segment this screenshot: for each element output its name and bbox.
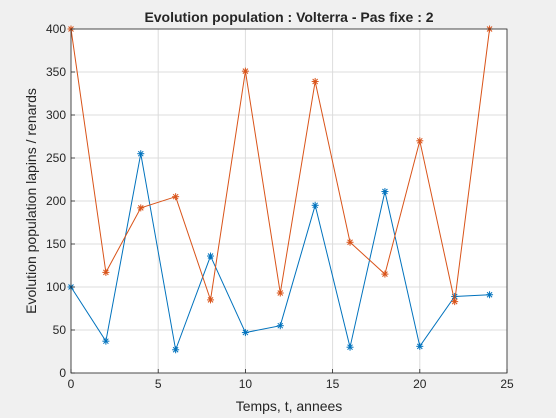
- y-tick-label: 0: [59, 366, 66, 380]
- series-1-point: [276, 322, 284, 330]
- series-2-point: [172, 193, 180, 201]
- series-2-point: [451, 298, 459, 306]
- series-1-point: [416, 342, 424, 350]
- y-tick-label: 100: [46, 280, 66, 294]
- y-axis-label: Evolution population lapins / renards: [23, 88, 39, 314]
- x-tick-label: 0: [68, 377, 75, 391]
- series-1-point: [381, 188, 389, 196]
- y-tick-label: 50: [53, 323, 67, 337]
- x-tick-label: 25: [500, 377, 514, 391]
- y-tick-label: 250: [46, 151, 66, 165]
- x-axis-label: Temps, t, annees: [236, 398, 343, 414]
- y-tick-label: 350: [46, 65, 66, 79]
- series-2-point: [137, 204, 145, 212]
- series-2-point: [381, 270, 389, 278]
- x-tick-label: 5: [155, 377, 162, 391]
- series-1-point: [241, 329, 249, 337]
- series-1-point: [207, 252, 215, 260]
- series-2-point: [241, 67, 249, 75]
- series-2-point: [276, 289, 284, 297]
- series-1-point: [102, 337, 110, 345]
- series-1-point: [311, 201, 319, 209]
- x-tick-label: 20: [413, 377, 427, 391]
- series-1-point: [346, 343, 354, 351]
- series-2-point: [416, 137, 424, 145]
- series-1: [67, 150, 494, 354]
- series-1-point: [486, 291, 494, 299]
- series-2-point: [102, 268, 110, 276]
- series-1-point: [137, 150, 145, 158]
- series-2-point: [311, 77, 319, 85]
- series-1-point: [172, 346, 180, 354]
- chart-title: Evolution population : Volterra - Pas fi…: [144, 9, 433, 25]
- y-tick-label: 300: [46, 108, 66, 122]
- x-tick-label: 15: [326, 377, 340, 391]
- y-tick-label: 150: [46, 237, 66, 251]
- y-tick-label: 400: [46, 22, 66, 36]
- series-2-point: [346, 238, 354, 246]
- series-2-point: [207, 296, 215, 304]
- y-tick-label: 200: [46, 194, 66, 208]
- x-tick-label: 10: [239, 377, 253, 391]
